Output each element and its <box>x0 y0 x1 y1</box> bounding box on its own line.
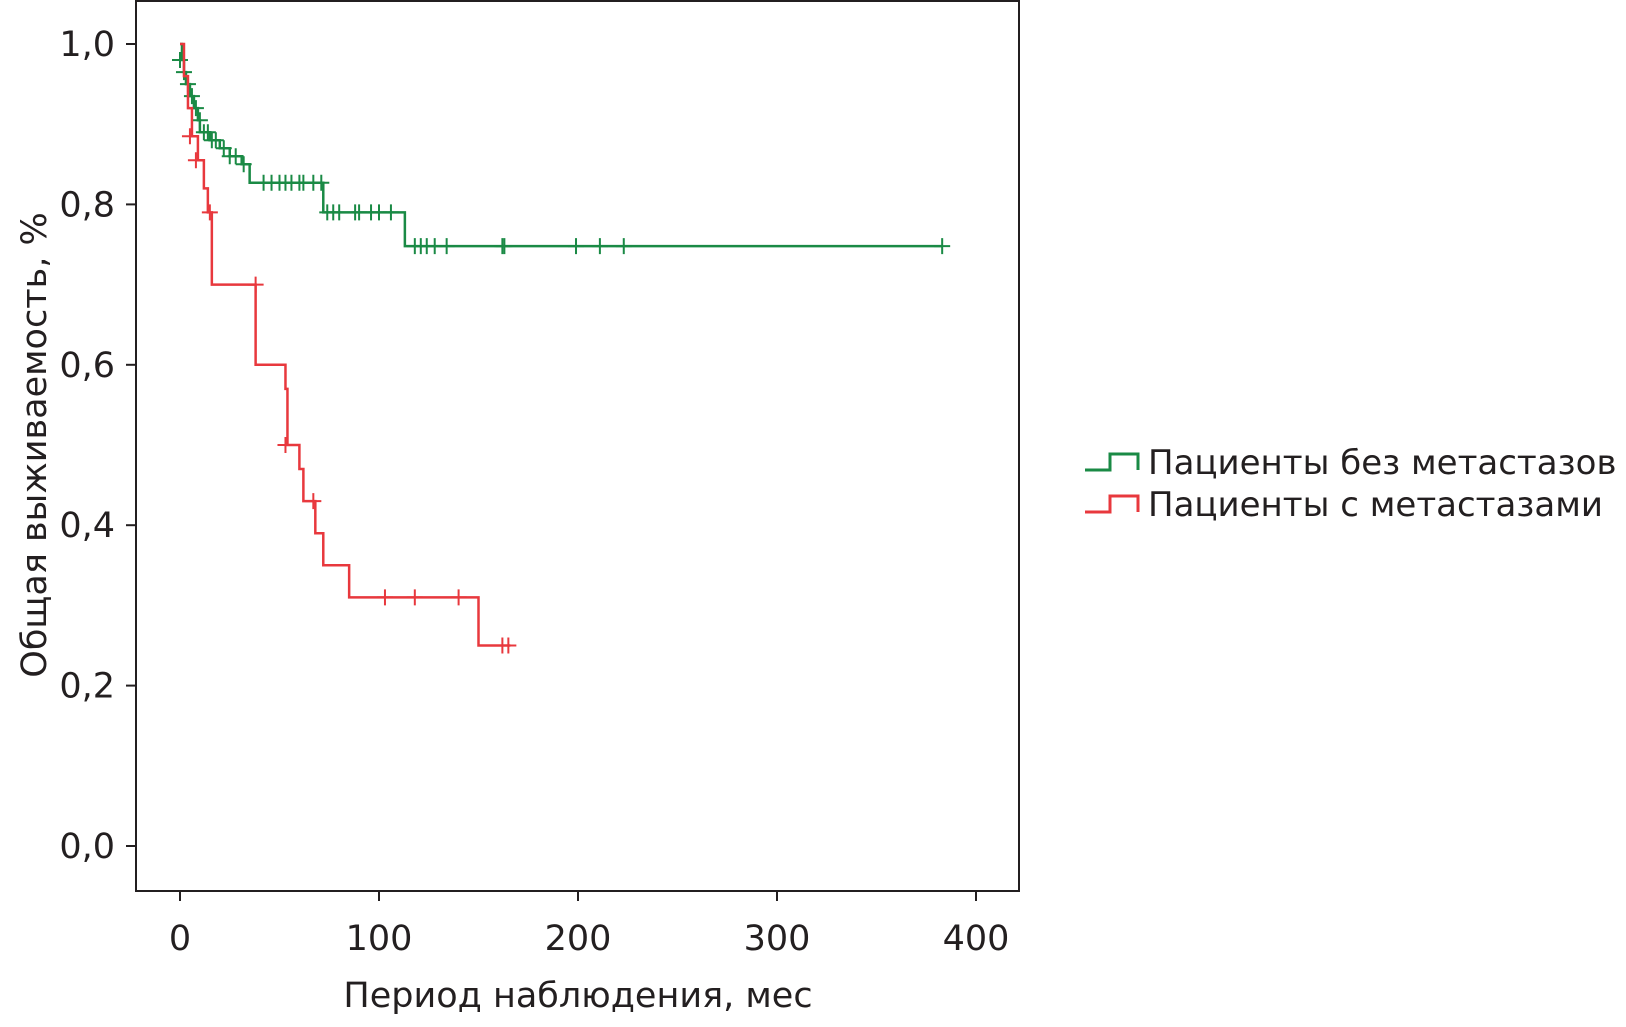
legend-swatch <box>1085 452 1140 472</box>
censor-mark <box>183 88 200 105</box>
censor-mark <box>438 238 455 255</box>
censor-mark <box>215 140 232 157</box>
censor-mark <box>277 437 294 453</box>
plot-frame <box>135 0 1020 892</box>
x-axis-ticks: 0 100 200 300 400 <box>169 891 1010 959</box>
censor-mark <box>450 589 467 606</box>
y-axis-ticks: 0,0 0,2 0,4 0,6 0,8 1,0 <box>59 25 136 867</box>
censor-mark <box>591 238 608 255</box>
survival-curve-line <box>180 42 943 248</box>
y-tick-label: 0,8 <box>59 185 115 225</box>
x-tick-label: 300 <box>744 919 811 959</box>
censor-mark <box>227 148 244 165</box>
censor-mark <box>331 204 348 221</box>
y-tick-label: 0,4 <box>59 506 115 546</box>
legend-label: Пациенты без метастазов <box>1148 443 1616 483</box>
x-axis-label: Период наблюдения, мес <box>343 976 812 1016</box>
censor-mark <box>181 128 198 145</box>
y-tick-label: 0,2 <box>59 667 115 707</box>
censor-mark <box>247 276 264 293</box>
x-tick-label: 0 <box>169 919 191 959</box>
censor-mark <box>235 156 252 173</box>
series-1 <box>180 42 517 654</box>
censor-mark <box>199 124 216 141</box>
censor-mark <box>191 112 208 129</box>
x-tick-label: 100 <box>346 919 413 959</box>
legend-swatch <box>1085 494 1140 514</box>
censor-mark <box>500 637 517 654</box>
censor-mark <box>406 589 423 606</box>
x-tick-label: 400 <box>943 919 1010 959</box>
x-tick-label: 200 <box>545 919 612 959</box>
censor-mark <box>313 174 330 191</box>
survival-curve-line <box>180 42 511 647</box>
y-tick-label: 0,0 <box>59 827 115 867</box>
y-tick-label: 1,0 <box>59 25 115 65</box>
legend-label: Пациенты с метастазами <box>1148 485 1603 525</box>
censor-mark <box>496 238 513 255</box>
censor-mark <box>172 52 188 69</box>
censor-mark <box>376 589 393 606</box>
series-0 <box>172 42 951 255</box>
censor-mark <box>934 238 951 255</box>
censor-mark <box>187 152 204 169</box>
censor-mark <box>305 493 322 510</box>
censor-mark <box>568 238 585 255</box>
y-tick-label: 0,6 <box>59 346 115 386</box>
censor-mark <box>201 204 218 221</box>
censor-mark <box>207 132 224 149</box>
censor-mark <box>615 238 632 255</box>
survival-curves <box>172 42 951 654</box>
y-axis-label: Общая выживаемость, % <box>15 212 55 677</box>
censor-mark <box>382 204 399 221</box>
